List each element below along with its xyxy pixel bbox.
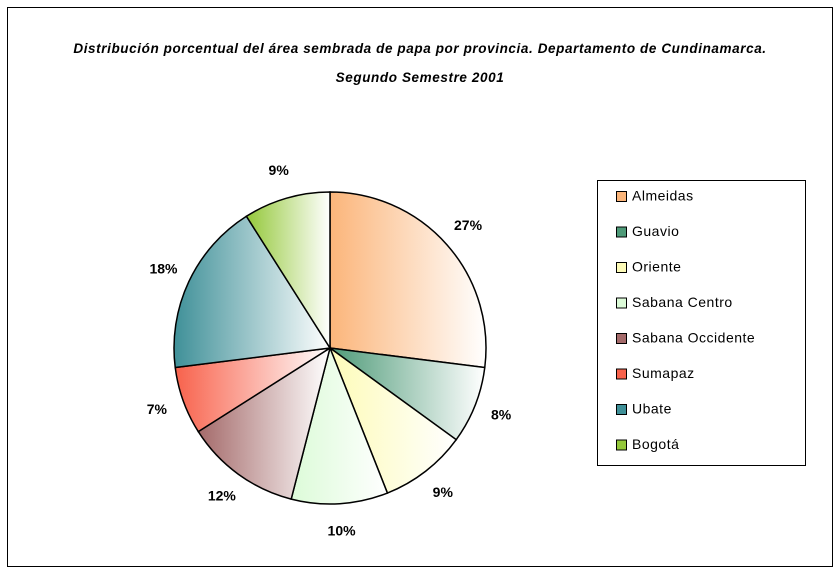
pie-slice [173, 215, 332, 369]
pie-slice [245, 191, 331, 351]
legend-swatch [616, 297, 627, 309]
chart-title: Distribución porcentual del área sembrad… [73, 41, 767, 85]
legend-label: Almeidas [632, 188, 694, 204]
legend-box [597, 180, 806, 466]
pie-slice [329, 191, 487, 369]
legend-label: Oriente [632, 259, 681, 275]
legend-swatch [616, 368, 627, 380]
legend-label: Sumapaz [632, 365, 695, 381]
legend-label: Bogotá [632, 436, 679, 452]
legend-label: Guavio [632, 223, 679, 239]
legend-swatch [616, 191, 627, 202]
data-label: 27% [454, 217, 483, 233]
data-label: 10% [328, 522, 357, 538]
legend-swatch [616, 262, 627, 273]
pie-slice [290, 345, 389, 505]
legend-swatch [616, 404, 627, 415]
pie-slice [197, 346, 332, 501]
data-label: 12% [208, 488, 237, 504]
data-label: 7% [147, 401, 168, 417]
legend-swatch [616, 439, 627, 451]
legend-label: Sabana Centro [632, 294, 733, 310]
data-label: 18% [149, 260, 178, 276]
data-label: 9% [433, 484, 454, 500]
legend-label: Sabana Occidente [632, 330, 755, 346]
legend-label: Ubate [632, 401, 672, 417]
data-label: 9% [269, 162, 290, 178]
pie-slice [328, 345, 458, 495]
legend-swatch [616, 333, 627, 344]
data-label: 8% [491, 406, 512, 422]
legend-swatch [616, 226, 627, 238]
